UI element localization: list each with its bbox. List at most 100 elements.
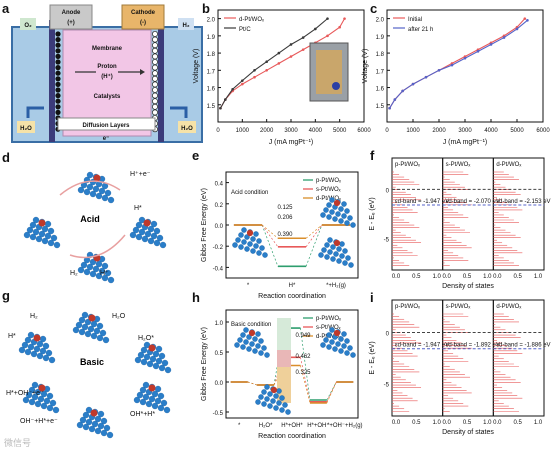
atom: [107, 196, 115, 204]
cathode-catalyst-dot: [151, 64, 158, 71]
panel-a: a Anode (+) Cathode (-) O₂ H₂ Membrane P…: [2, 1, 203, 143]
energy-connector: [300, 357, 311, 402]
x-tick-label: 0: [385, 128, 389, 134]
data-point: [476, 50, 480, 53]
legend-label: p-Pt/WOₓ: [316, 178, 341, 184]
atom: [44, 232, 52, 240]
adsorbate-atom: [143, 219, 151, 227]
x-axis-label: Reaction coordination: [258, 433, 326, 440]
adsorbate-atom: [90, 409, 98, 417]
x-tick-label: 6000: [536, 128, 550, 134]
atom: [40, 390, 48, 398]
anode-catalyst-dot: [55, 98, 61, 104]
atom: [147, 237, 155, 245]
atom: [39, 335, 47, 343]
anode-catalyst-dot: [55, 53, 61, 60]
catalysts-label: Catalysts: [94, 94, 121, 100]
atom: [243, 339, 249, 345]
legend-label: d-Pt/WOₓ: [316, 196, 341, 202]
cathode-catalyst-dot: [151, 75, 158, 82]
legend-label: s-Pt/WOₓ: [316, 187, 341, 193]
basic-cycle-clusters: [18, 311, 172, 439]
dos-subplot-title: p-Pt/WOₓ: [395, 304, 420, 310]
y-tick-label: 0.4: [215, 182, 224, 188]
atom: [276, 400, 282, 406]
atom: [149, 355, 157, 363]
atom: [75, 321, 83, 329]
atom: [94, 427, 102, 435]
atom: [84, 318, 92, 326]
atom: [323, 207, 329, 213]
atom: [145, 400, 153, 408]
atom: [154, 397, 162, 405]
x-tick-label: 0.5: [463, 274, 472, 280]
atom: [279, 395, 285, 401]
atom: [157, 392, 165, 400]
adsorbate-atom: [333, 239, 341, 247]
data-point: [338, 25, 341, 29]
x-tick-label: 1.0: [483, 274, 492, 280]
x-tick-label: 2000: [260, 128, 274, 134]
atom: [148, 395, 156, 403]
atom: [142, 393, 150, 401]
h2-tag: [178, 18, 194, 30]
chart-c: 0 1000 2000 3000 4000 5000 6000 1.5 1.6 1.7 1.8 1.9…: [362, 9, 550, 146]
x-axis-label: J (mA mgPt⁻¹): [443, 139, 488, 146]
atom: [95, 192, 103, 200]
basic-step-5: H*+OH⁻+e⁻: [6, 390, 44, 397]
x-tick-label: 0.0: [442, 420, 451, 426]
atom: [241, 227, 247, 233]
atom: [46, 404, 54, 412]
x-tick-label: 1000: [236, 128, 250, 134]
atom: [37, 395, 45, 403]
atom: [273, 405, 279, 411]
x-tick-label: 1.0: [432, 274, 441, 280]
proton-label: Proton: [97, 64, 117, 70]
atom: [102, 336, 110, 344]
atom: [21, 341, 29, 349]
atom: [43, 397, 51, 405]
data-point: [224, 98, 227, 101]
data-point: [241, 79, 244, 82]
x-category-label: *: [247, 283, 250, 289]
atom: [134, 356, 142, 364]
atom: [324, 242, 330, 248]
panel-e: e 0.4 0.2 0.0 -0.2 -0.4 Reaction coordination…: [192, 148, 359, 300]
cathode-catalyst-dot: [151, 98, 158, 105]
panel-f-letter: f: [370, 148, 375, 163]
x-tick-label: 3000: [284, 128, 298, 134]
atom: [82, 411, 90, 419]
cathode-plate: [158, 20, 164, 142]
data-point: [463, 56, 467, 60]
panel-i-letter: i: [370, 290, 374, 305]
y-tick-label: 1.5: [207, 104, 216, 110]
cathode-catalyst-dot: [151, 81, 158, 88]
atom: [141, 235, 149, 243]
x-tick-label: 0: [216, 128, 220, 134]
atom: [270, 398, 276, 404]
basic-step-4: H*: [8, 333, 16, 340]
atom: [29, 221, 37, 229]
cathode-sign: (-): [140, 20, 146, 26]
atom: [89, 270, 97, 278]
atom: [129, 231, 137, 239]
atom: [39, 347, 47, 355]
x-tick-label: 1.0: [534, 274, 543, 280]
atom: [85, 418, 93, 426]
x-tick-label: 1.0: [534, 420, 543, 426]
atom: [92, 265, 100, 273]
atom: [161, 359, 169, 367]
data-point: [265, 60, 268, 63]
legend-label: s-Pt/WOₓ: [316, 325, 341, 331]
energy-connector: [305, 224, 323, 239]
anode-catalyst-dot: [55, 81, 61, 87]
atom: [28, 398, 36, 406]
atom: [341, 201, 347, 207]
dos-subplot-title: s-Pt/WOₓ: [446, 304, 471, 310]
atom: [342, 260, 348, 266]
atom: [30, 350, 38, 358]
atom: [264, 384, 270, 390]
y-axis-label: Voltage (V): [193, 49, 200, 84]
adsorbate-atom: [88, 314, 96, 322]
